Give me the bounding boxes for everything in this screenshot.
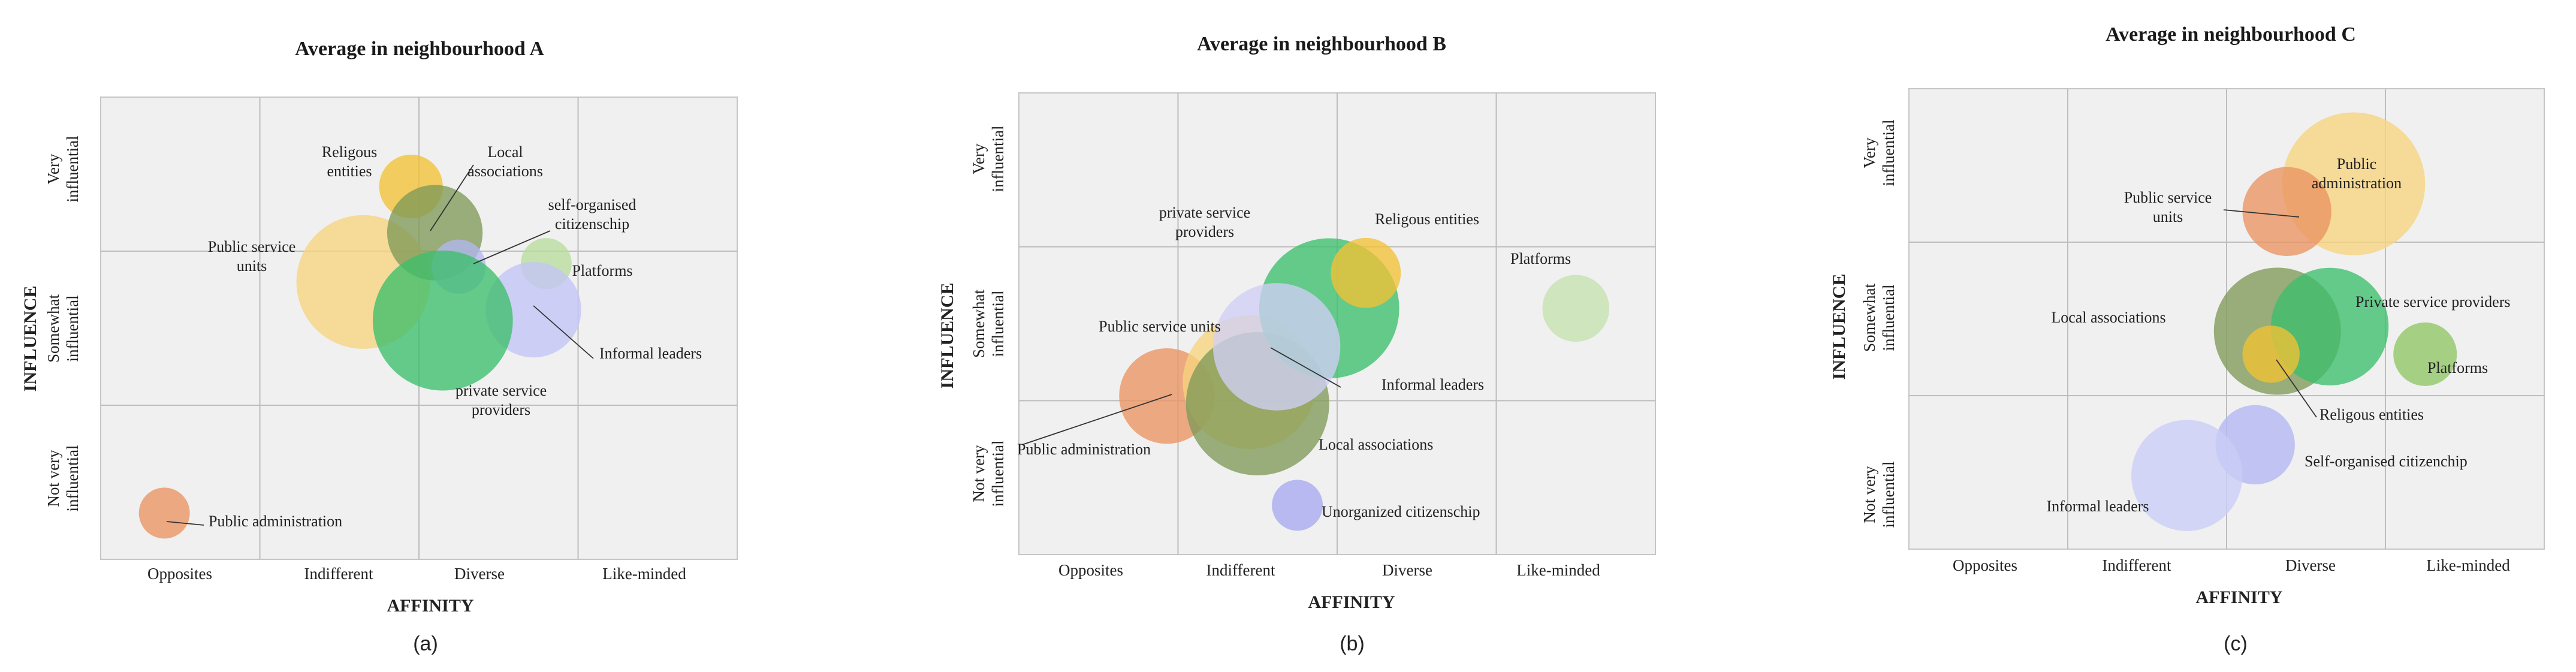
panel-b-ylabel: INFLUENCE bbox=[937, 283, 957, 389]
bubble-label-private-service-providers: private service providers bbox=[1159, 204, 1250, 240]
bubble-label-public-service-units: Public service units bbox=[1099, 318, 1221, 335]
bubble-label-religous-entities: Religous entities bbox=[322, 143, 377, 180]
bubble-label-public-service-units: Public service units bbox=[208, 238, 296, 275]
panel-c-title: Average in neighbourhood C bbox=[2106, 23, 2356, 46]
panel-b: Average in neighbourhood B Public admini… bbox=[937, 33, 1656, 655]
bubble-label-private-service-providers: private service providers bbox=[456, 382, 547, 418]
panel-a: Average in neighbourhood A Public servic… bbox=[20, 38, 738, 655]
bubble-label-informal-leaders: Informal leaders bbox=[1381, 376, 1484, 393]
panel-c-ytick-notvery-line2: influential bbox=[1880, 462, 1898, 528]
bubble-label-self-organised-citizenchip: Self-organised citizenchip bbox=[2304, 453, 2468, 470]
leader-line-self-organised-citizenschip bbox=[473, 230, 551, 264]
panel-a-xtick-indifferent: Indifferent bbox=[304, 565, 373, 583]
panel-c-xtick-like-minded: Like-minded bbox=[2426, 556, 2510, 574]
panel-a-ytick-notvery-line1: Not very bbox=[44, 450, 62, 507]
panel-a-xtick-opposites: Opposites bbox=[147, 565, 212, 583]
panel-b-xlabel: AFFINITY bbox=[1308, 592, 1395, 612]
bubble-platforms bbox=[1542, 275, 1610, 342]
bubble-label-religous-entities: Religous entities bbox=[2319, 406, 2424, 423]
panel-b-ytick-notvery-line1: Not very bbox=[970, 445, 988, 502]
leader-line-local-associations bbox=[430, 164, 474, 231]
bubble-label-religous-entities: Religous entities bbox=[1375, 210, 1479, 228]
panel-b-xtick-indifferent: Indifferent bbox=[1206, 561, 1275, 579]
panel-a-ytick-notvery-line2: influential bbox=[64, 445, 82, 512]
panel-a-caption: (a) bbox=[413, 632, 438, 655]
leader-line-public-service-units bbox=[2223, 209, 2300, 218]
panel-c-xtick-diverse: Diverse bbox=[2285, 556, 2336, 574]
bubble-label-public-administration: Public administration bbox=[209, 513, 342, 530]
bubble-label-self-organised-citizenschip: self-organised citizenschip bbox=[548, 196, 637, 233]
panel-a-xtick-diverse: Diverse bbox=[454, 565, 505, 583]
panel-a-ytick-very-line2: influential bbox=[64, 136, 82, 203]
bubble-label-public-administration: Public administration bbox=[1017, 441, 1151, 458]
panel-b-ytick-notvery-line2: influential bbox=[989, 441, 1007, 507]
bubble-private-service-providers bbox=[2271, 267, 2389, 385]
panel-b-plot: Public administration Public service unit… bbox=[1017, 92, 1656, 555]
bubble-label-unorganized-citizenschip: Unorganized citizenschip bbox=[1322, 503, 1480, 520]
panel-b-ytick-very-line1: Very bbox=[970, 143, 988, 174]
panel-a-title: Average in neighbourhood A bbox=[295, 38, 544, 60]
leader-line-public-administration bbox=[166, 521, 204, 526]
bubble-label-private-service-providers: Private service providers bbox=[2355, 293, 2510, 311]
panel-b-ytick-very-line2: influential bbox=[989, 126, 1007, 192]
panel-c: Average in neighbourhood C Public servic… bbox=[1829, 23, 2545, 655]
bubble-label-platforms: Platforms bbox=[1510, 250, 1571, 267]
bubble-platforms bbox=[2393, 322, 2457, 386]
panel-b-ytick-somewhat-line2: influential bbox=[989, 291, 1007, 357]
bubble-informal-leaders bbox=[1212, 283, 1341, 411]
bubble-label-local-associations: Local associations bbox=[467, 143, 543, 180]
panel-c-xtick-opposites: Opposites bbox=[1953, 556, 2017, 574]
panel-c-xlabel: AFFINITY bbox=[2195, 587, 2282, 607]
panel-c-ytick-very-line1: Very bbox=[1860, 137, 1878, 168]
leader-line-informal-leaders bbox=[533, 305, 594, 359]
bubble-label-public-service-units: Public service units bbox=[2124, 189, 2212, 225]
panel-a-ytick-somewhat-line2: influential bbox=[64, 296, 82, 362]
bubble-unorganized-citizenschip bbox=[1272, 480, 1323, 531]
bubble-label-local-associations: Local associations bbox=[2051, 309, 2165, 326]
panel-a-xlabel: AFFINITY bbox=[387, 596, 473, 616]
leader-line-public-administration bbox=[1021, 394, 1172, 445]
bubble-private-service-providers bbox=[373, 250, 513, 391]
panel-c-caption: (c) bbox=[2224, 632, 2248, 655]
panel-b-ytick-somewhat-line1: Somewhat bbox=[970, 290, 988, 358]
panel-c-ytick-very-line2: influential bbox=[1880, 120, 1898, 186]
bubble-label-public-administration: Public administration bbox=[2312, 155, 2402, 192]
panel-a-ylabel: INFLUENCE bbox=[20, 286, 40, 392]
panel-b-xtick-diverse: Diverse bbox=[1382, 561, 1432, 579]
panel-c-ytick-somewhat-line1: Somewhat bbox=[1860, 284, 1878, 352]
panel-b-xtick-opposites: Opposites bbox=[1058, 561, 1123, 579]
bubble-religous-entities bbox=[1331, 237, 1401, 308]
bubble-public-administration bbox=[2242, 167, 2331, 256]
panel-c-ytick-somewhat-line2: influential bbox=[1880, 285, 1898, 351]
panel-a-plot: Public service units Religous entities Local… bbox=[100, 97, 738, 560]
panel-b-caption: (b) bbox=[1340, 632, 1365, 655]
bubble-label-platforms: Platforms bbox=[2427, 359, 2488, 376]
panel-b-xtick-like-minded: Like-minded bbox=[1516, 561, 1600, 579]
panel-a-ytick-very-line1: Very bbox=[44, 153, 62, 184]
bubble-label-informal-leaders: Informal leaders bbox=[599, 345, 702, 362]
bubble-label-platforms: Platforms bbox=[572, 262, 632, 279]
bubble-label-local-associations: Local associations bbox=[1319, 436, 1433, 453]
panel-c-ylabel: INFLUENCE bbox=[1829, 274, 1849, 380]
panel-a-xtick-like-minded: Like-minded bbox=[602, 565, 686, 583]
panel-a-ytick-somewhat-line1: Somewhat bbox=[44, 294, 62, 363]
bubble-religous-entities bbox=[2242, 326, 2300, 383]
leader-line-religous-entities bbox=[2276, 359, 2317, 418]
bubble-public-administration bbox=[138, 487, 190, 539]
panel-c-plot: Public service units Public administration L… bbox=[1908, 88, 2545, 550]
panel-b-title: Average in neighbourhood B bbox=[1197, 33, 1446, 55]
leader-line-informal-leaders bbox=[1270, 347, 1341, 388]
panel-c-ytick-notvery-line1: Not very bbox=[1860, 466, 1878, 523]
bubble-informal-leaders bbox=[2131, 420, 2243, 531]
panel-c-xtick-indifferent: Indifferent bbox=[2103, 556, 2171, 574]
bubble-label-informal-leaders: Informal leaders bbox=[2046, 498, 2149, 515]
